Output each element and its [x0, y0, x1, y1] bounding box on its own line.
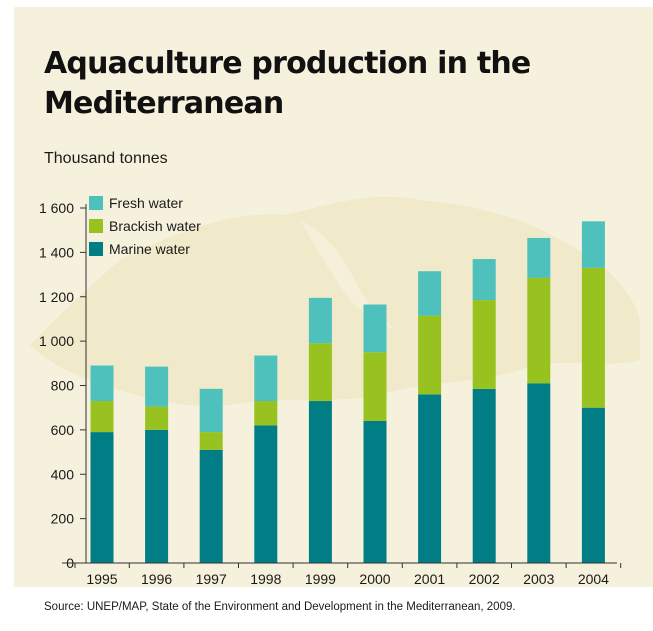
bar-segment-brackish-water [254, 401, 278, 426]
bar-segment-marine-water [308, 401, 332, 563]
bar-segment-fresh-water [254, 355, 278, 402]
legend-label: Fresh water [109, 195, 183, 211]
legend-swatch [89, 242, 103, 256]
legend-label: Brackish water [109, 218, 201, 234]
bar-segment-marine-water [418, 394, 442, 563]
bar-segment-fresh-water [418, 271, 442, 316]
x-tick-label: 2001 [414, 571, 445, 587]
bar-segment-fresh-water [145, 366, 169, 407]
bar-segment-marine-water [472, 388, 496, 563]
bar-segment-brackish-water [472, 300, 496, 389]
y-tick-label: 600 [51, 422, 75, 438]
bar-segment-fresh-water [472, 259, 496, 301]
bar-segment-fresh-water [581, 221, 605, 268]
x-tick-label: 2000 [359, 571, 390, 587]
y-tick-label: 200 [51, 511, 75, 527]
bar-segment-brackish-water [363, 352, 387, 421]
bar-segment-fresh-water [308, 297, 332, 344]
bar-segment-brackish-water [145, 406, 169, 430]
bar-segment-brackish-water [308, 343, 332, 402]
legend-swatch [89, 219, 103, 233]
chart-title: Aquaculture production in the Mediterran… [44, 46, 531, 121]
x-tick-label: 1996 [141, 571, 172, 587]
legend-swatch [89, 196, 103, 210]
bar-segment-marine-water [145, 429, 169, 563]
bar-segment-fresh-water [90, 365, 114, 402]
x-tick-label: 1997 [196, 571, 227, 587]
bar-segment-fresh-water [527, 237, 551, 278]
x-tick-label: 1998 [250, 571, 281, 587]
background-map-sea [300, 220, 395, 330]
bar-segment-brackish-water [90, 401, 114, 433]
bar-segment-marine-water [527, 383, 551, 563]
x-tick-label: 2003 [523, 571, 554, 587]
bar-segment-fresh-water [199, 388, 223, 433]
bar-segment-brackish-water [527, 277, 551, 384]
bar-segment-marine-water [90, 432, 114, 563]
y-tick-label: 1 600 [39, 200, 74, 216]
x-tick-label: 1995 [86, 571, 117, 587]
legend-label: Marine water [109, 241, 190, 257]
y-tick-label: 1 000 [39, 333, 74, 349]
y-tick-label: 400 [51, 466, 75, 482]
y-tick-label: 1 200 [39, 289, 74, 305]
y-tick-label: 1 400 [39, 244, 74, 260]
x-tick-label: 1999 [305, 571, 336, 587]
x-tick-label: 2004 [578, 571, 609, 587]
bar-segment-marine-water [199, 449, 223, 563]
bar-segment-marine-water [254, 425, 278, 563]
y-tick-label: 800 [51, 378, 75, 394]
x-tick-label: 2002 [469, 571, 500, 587]
bar-segment-brackish-water [581, 267, 605, 408]
bar-segment-brackish-water [418, 315, 442, 395]
bar-segment-fresh-water [363, 304, 387, 353]
bar-segment-brackish-water [199, 432, 223, 450]
bar-segment-marine-water [363, 421, 387, 563]
y-axis-unit-label: Thousand tonnes [44, 150, 168, 167]
bar-segment-marine-water [581, 407, 605, 563]
source-note: Source: UNEP/MAP, State of the Environme… [44, 601, 516, 613]
